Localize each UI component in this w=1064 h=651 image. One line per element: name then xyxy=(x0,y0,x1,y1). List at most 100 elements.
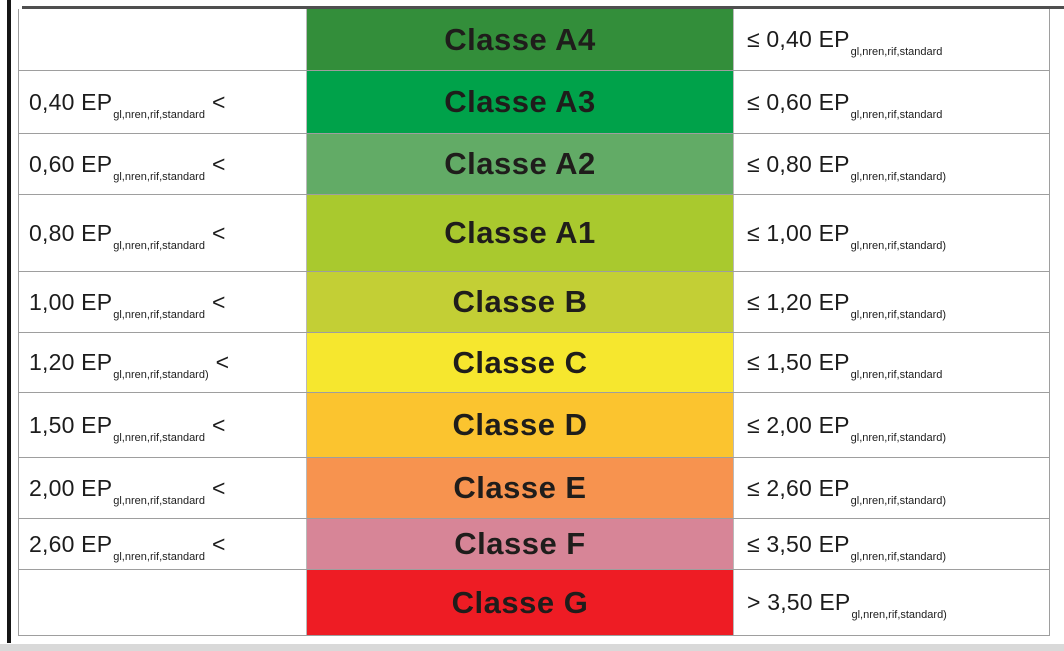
class-band-cell: Classe A2 xyxy=(306,134,734,194)
class-band-cell: Classe F xyxy=(306,519,734,569)
threshold-value: ≤ 2,00 EP xyxy=(747,411,850,438)
class-band-cell: Classe A1 xyxy=(306,195,734,271)
class-band-cell: Classe A3 xyxy=(306,71,734,133)
threshold-upper-text: ≤ 2,00 EPgl,nren,rif,standard) xyxy=(747,411,946,444)
threshold-value: > 3,50 EP xyxy=(747,589,851,615)
threshold-subscript: gl,nren,rif,standard xyxy=(850,108,943,121)
threshold-upper-text: ≤ 1,50 EPgl,nren,rif,standard xyxy=(747,349,942,381)
threshold-upper-cell: ≤ 0,60 EPgl,nren,rif,standard xyxy=(734,71,1049,133)
threshold-value: 2,60 EP xyxy=(29,530,113,557)
table-row: 0,60 EPgl,nren,rif,standard < Classe A2 ≤ 0… xyxy=(19,134,1049,195)
threshold-lower-cell: 0,60 EPgl,nren,rif,standard < xyxy=(19,134,306,194)
class-band-cell: Classe D xyxy=(306,393,734,457)
table-row: 2,60 EPgl,nren,rif,standard < Classe F ≤ 3,… xyxy=(19,519,1049,570)
threshold-operator: < xyxy=(211,530,226,557)
threshold-operator: < xyxy=(215,349,230,375)
threshold-value: 0,40 EP xyxy=(29,88,113,115)
class-band-label: Classe E xyxy=(453,470,587,505)
threshold-lower-cell: 2,60 EPgl,nren,rif,standard < xyxy=(19,519,306,569)
class-band-label: Classe A4 xyxy=(444,21,596,57)
threshold-operator: < xyxy=(211,219,226,246)
threshold-subscript: gl,nren,rif,standard xyxy=(113,550,205,563)
threshold-lower-text: 0,80 EPgl,nren,rif,standard < xyxy=(29,219,226,252)
threshold-operator: < xyxy=(211,411,226,438)
threshold-operator: < xyxy=(211,288,226,315)
class-band-label: Classe A3 xyxy=(444,84,596,119)
threshold-subscript: gl,nren,rif,standard) xyxy=(850,308,947,321)
class-band-label: Classe A1 xyxy=(444,215,596,250)
threshold-upper-cell: ≤ 2,60 EPgl,nren,rif,standard) xyxy=(734,458,1049,518)
threshold-subscript: gl,nren,rif,standard) xyxy=(850,431,947,444)
threshold-subscript: gl,nren,rif,standard) xyxy=(113,369,209,381)
class-band-cell: Classe C xyxy=(306,333,734,392)
threshold-subscript: gl,nren,rif,standard) xyxy=(850,239,947,252)
threshold-lower-text: 0,60 EPgl,nren,rif,standard < xyxy=(29,150,226,183)
threshold-value: 1,20 EP xyxy=(29,349,113,375)
threshold-subscript: gl,nren,rif,standard xyxy=(113,239,205,252)
threshold-value: ≤ 1,00 EP xyxy=(747,219,850,246)
threshold-value: ≤ 0,60 EP xyxy=(747,88,850,115)
threshold-lower-cell: 0,80 EPgl,nren,rif,standard < xyxy=(19,195,306,271)
threshold-operator: < xyxy=(211,88,226,115)
class-band-label: Classe D xyxy=(452,407,588,442)
threshold-value: 1,50 EP xyxy=(29,411,113,438)
threshold-operator: < xyxy=(211,150,226,177)
threshold-upper-cell: ≤ 2,00 EPgl,nren,rif,standard) xyxy=(734,393,1049,457)
table-row: 1,20 EPgl,nren,rif,standard) < Classe C ≤ 1… xyxy=(19,333,1049,393)
class-band-cell: Classe G xyxy=(306,570,734,635)
threshold-lower-cell xyxy=(19,9,306,70)
threshold-lower-text: 2,60 EPgl,nren,rif,standard < xyxy=(29,530,226,563)
table-row: 0,40 EPgl,nren,rif,standard < Classe A3 ≤ 0… xyxy=(19,71,1049,134)
threshold-value: 0,60 EP xyxy=(29,150,113,177)
threshold-value: 0,80 EP xyxy=(29,219,113,246)
class-band-label: Classe G xyxy=(451,584,589,620)
threshold-upper-cell: > 3,50 EPgl,nren,rif,standard) xyxy=(734,570,1049,635)
threshold-value: ≤ 1,50 EP xyxy=(747,349,850,375)
table-row: 2,00 EPgl,nren,rif,standard < Classe E ≤ 2,… xyxy=(19,458,1049,519)
threshold-subscript: gl,nren,rif,standard xyxy=(113,170,205,183)
threshold-lower-cell: 1,00 EPgl,nren,rif,standard < xyxy=(19,272,306,332)
threshold-lower-cell: 2,00 EPgl,nren,rif,standard < xyxy=(19,458,306,518)
threshold-upper-text: > 3,50 EPgl,nren,rif,standard) xyxy=(747,589,947,621)
threshold-upper-text: ≤ 1,00 EPgl,nren,rif,standard) xyxy=(747,219,946,252)
class-band-label: Classe A2 xyxy=(444,146,596,181)
threshold-subscript: gl,nren,rif,standard) xyxy=(850,550,947,563)
threshold-lower-text: 2,00 EPgl,nren,rif,standard < xyxy=(29,474,226,507)
threshold-lower-cell: 0,40 EPgl,nren,rif,standard < xyxy=(19,71,306,133)
threshold-upper-text: ≤ 3,50 EPgl,nren,rif,standard) xyxy=(747,531,946,563)
threshold-subscript: gl,nren,rif,standard) xyxy=(851,609,947,621)
threshold-value: ≤ 2,60 EP xyxy=(747,474,850,501)
class-band-label: Classe F xyxy=(454,526,586,561)
threshold-lower-text: 1,50 EPgl,nren,rif,standard < xyxy=(29,411,226,444)
threshold-value: ≤ 0,40 EP xyxy=(747,26,850,52)
class-band-cell: Classe A4 xyxy=(306,9,734,70)
table-row: 0,80 EPgl,nren,rif,standard < Classe A1 ≤ 1… xyxy=(19,195,1049,272)
threshold-subscript: gl,nren,rif,standard) xyxy=(850,170,947,183)
left-edge-bar xyxy=(7,0,11,643)
threshold-upper-text: ≤ 0,40 EPgl,nren,rif,standard xyxy=(747,26,942,58)
threshold-subscript: gl,nren,rif,standard xyxy=(850,46,943,58)
threshold-operator: < xyxy=(211,474,226,501)
threshold-lower-text: 1,20 EPgl,nren,rif,standard) < xyxy=(29,349,230,381)
threshold-upper-text: ≤ 2,60 EPgl,nren,rif,standard) xyxy=(747,474,946,507)
energy-class-table: Classe A4 ≤ 0,40 EPgl,nren,rif,standard 0,… xyxy=(18,9,1050,636)
threshold-subscript: gl,nren,rif,standard) xyxy=(850,494,947,507)
threshold-subscript: gl,nren,rif,standard xyxy=(113,108,205,121)
threshold-subscript: gl,nren,rif,standard xyxy=(113,494,205,507)
table-row: Classe A4 ≤ 0,40 EPgl,nren,rif,standard xyxy=(19,9,1049,71)
class-band-cell: Classe B xyxy=(306,272,734,332)
table-row: Classe G > 3,50 EPgl,nren,rif,standard) xyxy=(19,570,1049,636)
threshold-upper-cell: ≤ 1,20 EPgl,nren,rif,standard) xyxy=(734,272,1049,332)
threshold-upper-cell: ≤ 1,50 EPgl,nren,rif,standard xyxy=(734,333,1049,392)
threshold-subscript: gl,nren,rif,standard xyxy=(113,431,205,444)
class-band-label: Classe C xyxy=(452,344,588,380)
threshold-upper-text: ≤ 1,20 EPgl,nren,rif,standard) xyxy=(747,289,946,321)
table-row: 1,50 EPgl,nren,rif,standard < Classe D ≤ 2,… xyxy=(19,393,1049,458)
threshold-lower-cell: 1,20 EPgl,nren,rif,standard) < xyxy=(19,333,306,392)
class-band-label: Classe B xyxy=(452,284,588,319)
threshold-lower-cell xyxy=(19,570,306,635)
threshold-lower-text: 1,00 EPgl,nren,rif,standard < xyxy=(29,288,226,321)
threshold-upper-cell: ≤ 3,50 EPgl,nren,rif,standard) xyxy=(734,519,1049,569)
threshold-upper-text: ≤ 0,80 EPgl,nren,rif,standard) xyxy=(747,151,946,183)
threshold-lower-cell: 1,50 EPgl,nren,rif,standard < xyxy=(19,393,306,457)
